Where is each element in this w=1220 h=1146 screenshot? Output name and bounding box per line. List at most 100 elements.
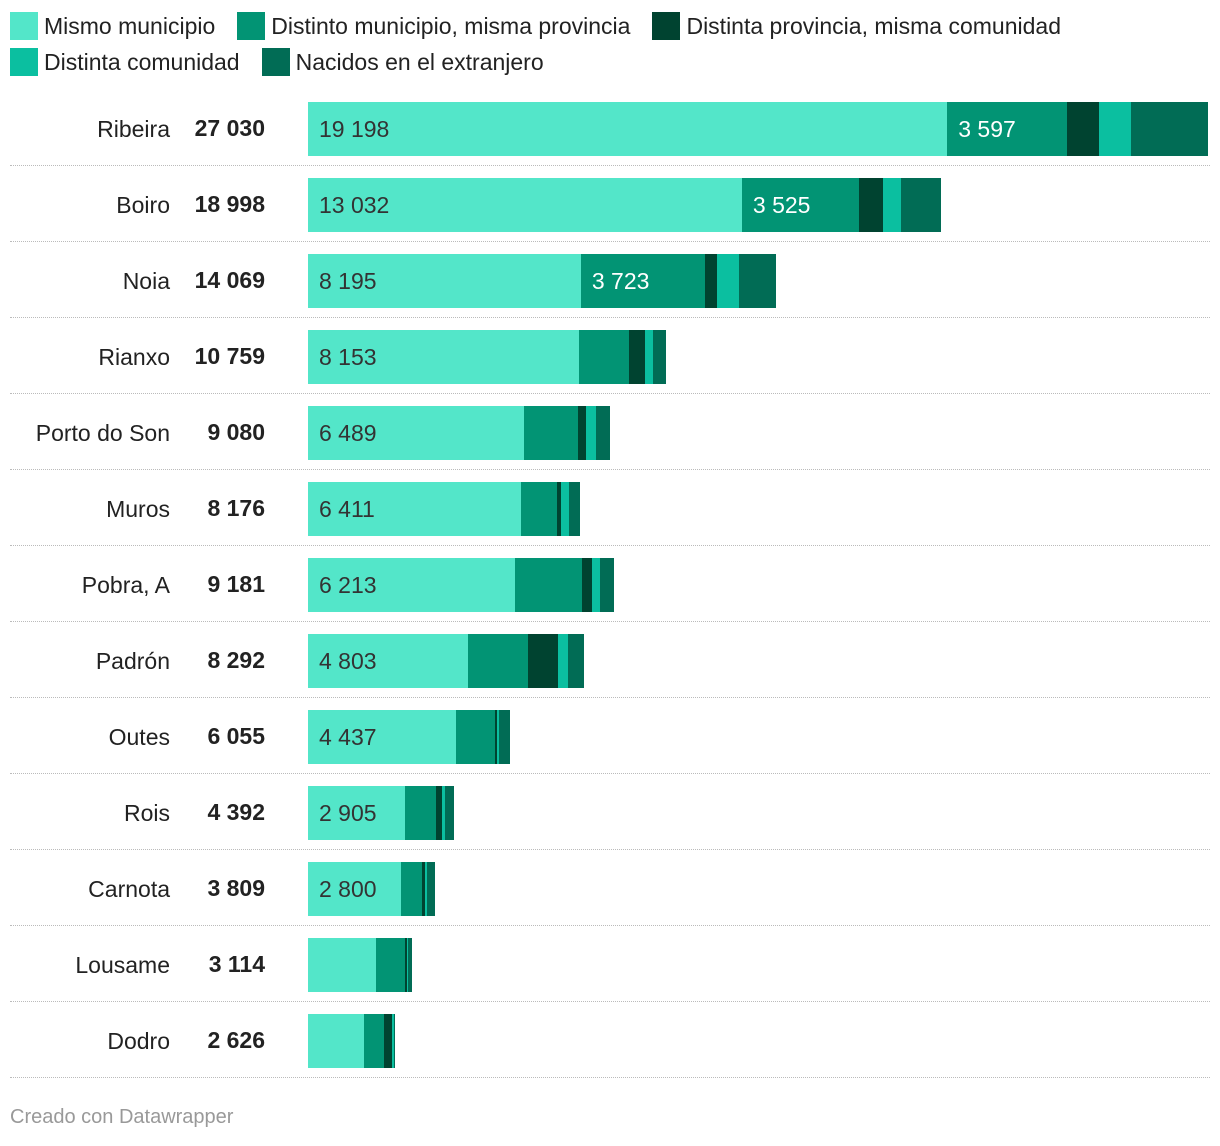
category-label: Boiro [116,192,170,218]
bar-row: Rois 4 392 2 905 [10,774,1210,850]
category-label: Rois [123,800,170,826]
bar-row: Noia 14 069 8 195 3 723 [10,242,1210,318]
bar-segment [308,254,581,308]
bar-segment [494,710,497,764]
row-divider [10,317,1210,318]
total-label: 9 181 [207,571,265,597]
bar-segment [521,482,558,536]
bar-segment [557,634,568,688]
data-label: 8 195 [319,268,377,294]
legend-swatch [10,12,38,40]
row-divider [10,545,1210,546]
legend-item-mismo-municipio: Mismo municipio [10,8,215,44]
bar-segment [738,254,777,308]
data-label: 6 489 [319,420,377,446]
bar-segment [569,482,581,536]
category-label: Outes [108,724,170,750]
row-divider [10,393,1210,394]
data-label: 2 800 [319,876,377,902]
total-label: 2 626 [207,1027,265,1053]
row-divider [10,165,1210,166]
bar-stack [308,938,1208,992]
bar-segment [308,406,525,460]
bar-segment [578,406,586,460]
bar-segment [308,102,948,156]
total-label: 10 759 [194,343,265,369]
total-label: 3 809 [207,875,265,901]
bar-segment [442,786,446,840]
bar-stack: 19 198 3 597 [308,102,1208,156]
bar-segment [394,1014,396,1068]
bar-stack: 4 437 [308,710,1208,764]
total-label: 9 080 [207,419,265,445]
bar-segment [883,178,902,232]
bar-segment [496,710,499,764]
row-divider [10,1077,1210,1078]
bar-stack: 8 195 3 723 [308,254,1208,308]
legend-label: Nacidos en el extranjero [295,49,544,75]
bar-segment [741,178,860,232]
bar-segment [436,786,443,840]
bar-stack [308,1014,1208,1068]
data-label: 6 411 [319,496,375,522]
bar-segment [424,862,427,916]
data-label: 6 213 [319,572,377,598]
row-divider [10,773,1210,774]
data-label: 3 525 [752,192,811,218]
bar-segment [407,938,412,992]
category-label: Dodro [107,1028,170,1054]
bar-segment [308,786,405,840]
legend-swatch [652,12,681,40]
bar-segment [384,1014,393,1068]
bar-segment [308,1014,365,1068]
legend-label: Distinto municipio, misma provincia [271,13,631,39]
bar-segment [901,178,941,232]
legend-item-distinto-municipio: Distinto municipio, misma provincia [237,8,630,44]
bar-row: Lousame 3 114 [10,926,1210,1002]
bar-segment [595,406,611,460]
legend-label: Distinta comunidad [44,49,240,75]
legend: Mismo municipio Distinto municipio, mism… [10,8,1210,80]
bar-row: Padrón 8 292 4 803 [10,622,1210,698]
bar-stack: 4 803 [308,634,1208,688]
bar-segment [308,330,580,384]
bar-segment [524,406,578,460]
bar-segment [308,634,468,688]
bar-segment [704,254,717,308]
category-label: Noia [122,268,170,294]
bar-segment [406,938,408,992]
bar-stack: 2 800 [308,862,1208,916]
data-label: 2 905 [319,800,377,826]
bar-segment [1066,102,1099,156]
category-label: Padrón [95,648,170,674]
data-label: 3 597 [958,116,1016,142]
bar-stack: 2 905 [308,786,1208,840]
category-label: Muros [106,496,170,522]
total-label: 3 114 [208,951,265,977]
bar-segment [527,634,558,688]
bar-segment [404,938,407,992]
legend-row-1: Mismo municipio Distinto municipio, mism… [10,8,1210,44]
bar-segment [364,1014,385,1068]
legend-item-distinta-comunidad: Distinta comunidad [10,44,240,80]
bar-row: Dodro 2 626 [10,1002,1210,1078]
legend-item-extranjero: Nacidos en el extranjero [261,44,544,80]
data-label: 4 437 [319,724,377,750]
bar-row: Carnota 3 809 2 800 [10,850,1210,926]
bar-segment [498,710,510,764]
bar-segment [375,938,405,992]
bar-segment [947,102,1067,156]
bar-segment [653,330,667,384]
bar-segment [561,482,570,536]
total-label: 4 392 [207,799,265,825]
row-divider [10,241,1210,242]
bar-segment [308,178,742,232]
bar-stack: 8 153 [308,330,1208,384]
total-label: 8 176 [207,495,265,521]
bar-segment [308,482,522,536]
bar-segment [629,330,646,384]
total-label: 6 055 [207,723,265,749]
bar-row: Ribeira 27 030 19 198 3 597 [10,90,1210,166]
bar-stack: 6 213 [308,558,1208,612]
category-label: Porto do Son [35,420,170,446]
